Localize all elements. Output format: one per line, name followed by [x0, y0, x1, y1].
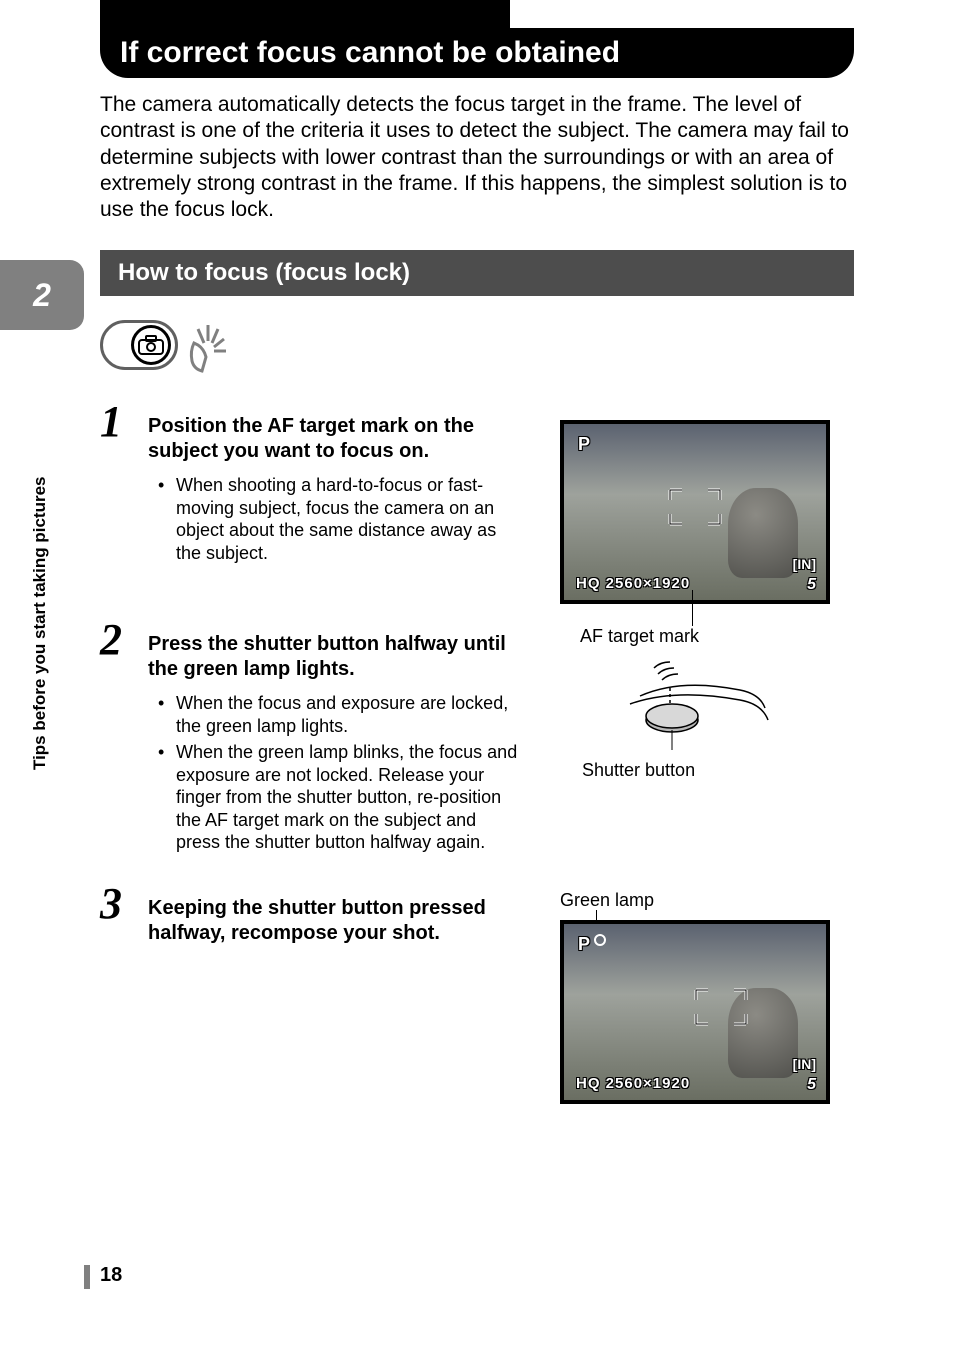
step-3: 3 Keeping the shutter button pressed hal…: [100, 882, 520, 956]
lcd-preview-2: P HQ 2560×1920 [IN] 5: [560, 920, 830, 1104]
green-lamp-label: Green lamp: [560, 890, 654, 911]
af-target-bracket-icon: [668, 488, 722, 526]
step-2: 2 Press the shutter button halfway until…: [100, 618, 520, 858]
still-mode-icon: [100, 320, 178, 370]
camera-icon: [131, 325, 171, 365]
top-header-extension: [100, 0, 510, 28]
step-body: Press the shutter button halfway until t…: [148, 618, 520, 858]
shutter-button-label: Shutter button: [582, 760, 695, 781]
subheader-text: How to focus (focus lock): [118, 259, 410, 287]
steps-column: 1 Position the AF target mark on the sub…: [100, 400, 520, 980]
lcd-remaining-count: 5: [807, 576, 816, 594]
lcd-storage-indicator: [IN]: [793, 556, 816, 572]
step-title: Keeping the shutter button pressed halfw…: [148, 896, 520, 946]
lcd-storage-indicator: [IN]: [793, 1056, 816, 1072]
lcd-mode-indicator: P: [578, 434, 590, 455]
step-bullets: When the focus and exposure are locked, …: [148, 692, 520, 854]
step-body: Position the AF target mark on the subje…: [148, 400, 520, 568]
page-number: 18: [100, 1264, 122, 1287]
chapter-side-label: Tips before you start taking pictures: [30, 477, 50, 770]
step-title: Press the shutter button halfway until t…: [148, 632, 520, 682]
page-title: If correct focus cannot be obtained: [120, 36, 620, 70]
page-number-accent: [84, 1265, 90, 1289]
step-title: Position the AF target mark on the subje…: [148, 414, 520, 464]
af-pointer-line: [692, 590, 693, 626]
af-target-label: AF target mark: [580, 626, 699, 647]
subject-silhouette: [728, 488, 798, 578]
chapter-tab: 2: [0, 260, 84, 330]
mode-icons-row: [100, 320, 230, 370]
chapter-number: 2: [33, 277, 51, 314]
intro-paragraph: The camera automatically detects the foc…: [100, 92, 854, 223]
lcd-remaining-count: 5: [807, 1076, 816, 1094]
lcd-quality-text: HQ 2560×1920: [576, 1075, 690, 1092]
page-title-bar: If correct focus cannot be obtained: [100, 28, 854, 78]
lcd-quality-text: HQ 2560×1920: [576, 575, 690, 592]
step-body: Keeping the shutter button pressed halfw…: [148, 882, 520, 956]
step-number: 1: [100, 400, 130, 568]
af-target-bracket-icon: [694, 988, 748, 1026]
bullet-item: When shooting a hard-to-focus or fast-mo…: [158, 474, 520, 564]
bullet-item: When the green lamp blinks, the focus an…: [158, 741, 520, 854]
step-number: 2: [100, 618, 130, 858]
lcd-mode-indicator: P: [578, 934, 590, 955]
section-subheader: How to focus (focus lock): [100, 250, 854, 296]
bullet-item: When the focus and exposure are locked, …: [158, 692, 520, 737]
step-number: 3: [100, 882, 130, 956]
shutter-button-diagram: [600, 648, 780, 748]
green-lamp-icon: [594, 934, 606, 946]
lcd-preview-1: P HQ 2560×1920 [IN] 5: [560, 420, 830, 604]
step-bullets: When shooting a hard-to-focus or fast-mo…: [148, 474, 520, 564]
step-1: 1 Position the AF target mark on the sub…: [100, 400, 520, 568]
flash-mode-icon: [186, 323, 230, 367]
